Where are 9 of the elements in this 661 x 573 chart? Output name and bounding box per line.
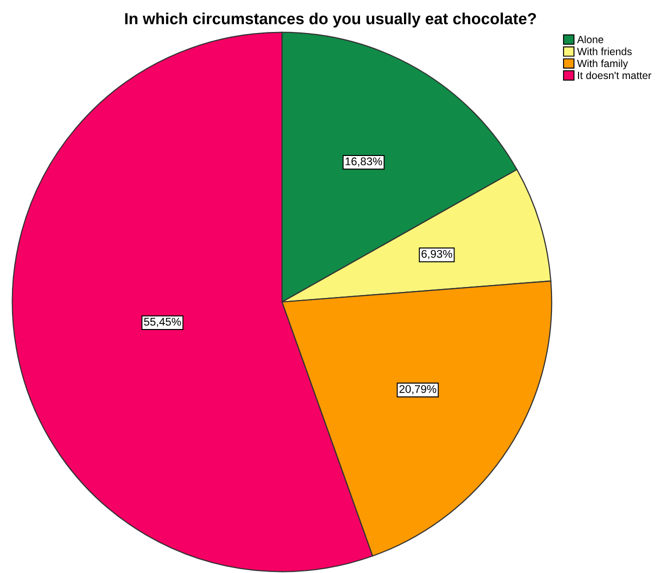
legend-label: It doesn't matter: [578, 71, 652, 80]
data-label: 16,83%: [346, 157, 382, 167]
chart-title: In which circumstances do you usually eat chocolate?: [125, 12, 536, 28]
data-label: 55,45%: [144, 318, 181, 327]
legend-label: Alone: [577, 36, 604, 44]
data-label: 20,79%: [399, 385, 436, 394]
data-label: 6,93%: [422, 250, 452, 260]
legend-label: With family: [577, 59, 628, 70]
legend-label: With friends: [577, 48, 632, 56]
